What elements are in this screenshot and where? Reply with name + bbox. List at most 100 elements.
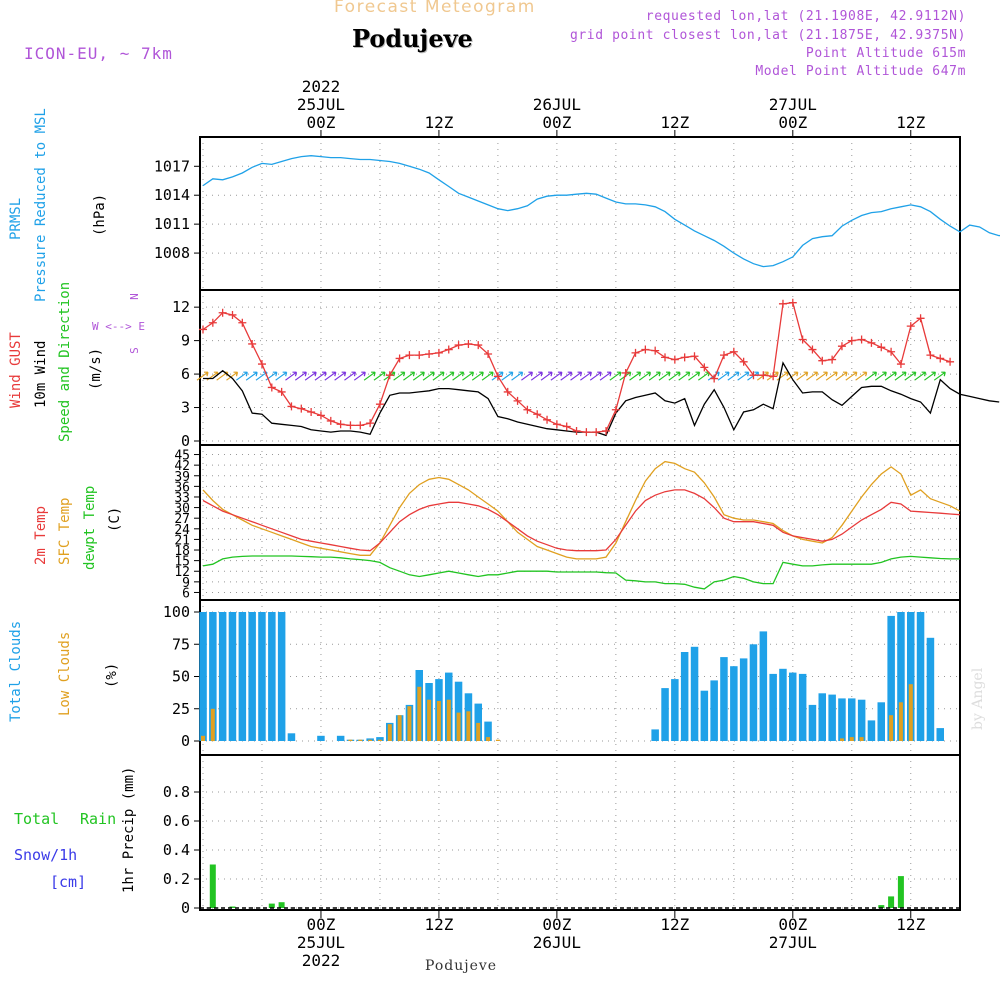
ytick-label-temp: 39 [174,470,190,485]
wind-barb [835,371,848,381]
wind-gust-point [385,371,394,380]
wind-gust-point [503,387,512,396]
prmsl-series [202,155,1000,268]
wind-gust-series [199,298,955,437]
ytick-label-pressure: 1011 [154,215,190,233]
ytick-label-wind: 3 [181,399,190,417]
low-clouds-bar [407,706,412,741]
wind-gust-point [641,345,650,354]
total-clouds-bar [838,698,846,741]
time-top-date: 27JUL [769,95,817,114]
low-clouds-bar [476,722,481,741]
total-clouds-bar [877,702,885,741]
precip-total-label: Total [14,810,60,828]
wind-gust-point [543,415,552,424]
wind-gust-point [769,372,778,381]
ytick-label-temp: 18 [174,544,190,559]
low-clouds-bar [446,699,451,741]
total-clouds-bar [651,729,659,741]
total-clouds-bar [926,637,935,741]
time-top-date: 26JUL [533,95,581,114]
wind-gust-point [661,353,670,362]
wind-gust-point [464,339,473,348]
total-clouds-bar [336,735,345,741]
time-bottom-hour: 00Z [778,915,807,934]
wind-gust-point [916,314,925,323]
total-clouds-bar [887,615,895,741]
total-clouds-bar [897,612,905,741]
wind-gust-point [710,374,719,383]
total-clouds-bar [749,644,758,742]
ytick-label-pressure: 1014 [154,186,190,204]
wind-gust-point [523,405,532,414]
grid-coords: grid point closest lon,lat (21.1875E, 42… [569,28,966,43]
total-clouds-bar [907,612,915,741]
total-clouds-bar [916,612,925,741]
ytick-label-temp: 12 [174,565,190,580]
wind-gust-point [798,335,807,344]
wind-gust-point [946,357,955,366]
time-top-hour: 12Z [896,113,925,132]
time-top-hour: 00Z [778,113,807,132]
wind-barb [540,371,553,381]
total-clouds-bar [739,658,748,741]
wind-barb [452,371,465,381]
ytick-label-temp: 9 [182,576,190,591]
wind-gust-point [651,346,660,355]
ytick-label-cloud: 50 [172,668,190,686]
wind-barb [324,371,337,381]
wind-barb [550,371,563,381]
wind-gust-point [287,402,296,411]
total-rain-bar [209,864,216,908]
wind-barb [884,371,897,381]
wind-gust-point [405,351,414,360]
low-clouds-bar [889,715,894,741]
wind-gust-point [906,322,915,331]
low-clouds-bar [840,738,844,741]
total-clouds-bar [769,673,777,741]
total-rain-bar [278,902,285,908]
frame-cloud [199,599,961,756]
wind-barb [501,371,514,381]
wind-gust-point [257,360,266,369]
wind-barb [235,371,248,381]
low-clouds-bar [377,739,382,741]
wind-gust-point [454,341,463,350]
model-label: ICON-EU, ~ 7km [24,44,173,63]
total-clouds-bar [818,693,826,741]
wind-gust-point [877,343,886,352]
low-clouds-bar [210,708,215,742]
total-clouds-bar [690,646,699,741]
wind-barb [294,371,307,381]
total-clouds-bar [454,681,463,741]
wind-gust-point [818,356,827,365]
ytick-label-cloud: 0 [181,732,190,750]
time-bottom-hour: 00Z [542,915,571,934]
time-bottom-date: 25JUL [297,933,345,952]
low-clouds-bar [348,739,353,741]
wind-barb [393,371,406,381]
wind-gust-point [316,411,325,420]
panel-pressure: 1008 1011 1014 1017 [154,136,961,291]
total-clouds-bar [867,720,876,741]
time-bottom-date: 26JUL [533,933,581,952]
total-clouds-bar [808,704,817,741]
wind-barb [462,371,474,381]
wind-gust-point [602,426,611,435]
frame-temp [199,444,961,601]
low-clouds-bar [495,739,500,741]
total-rain-bar [888,896,895,908]
dewpt-temp-line [202,555,960,590]
wind-gust-point [837,342,846,351]
ytick-label-cloud: 25 [172,700,190,718]
low-clouds-bar [859,737,864,741]
low-clouds-bars [201,684,913,742]
wind-gust-point [484,350,493,358]
wind-barb [511,371,524,381]
wind-barb [806,371,819,381]
wind-barb [894,371,907,381]
wind-barb [580,371,592,381]
total-clouds-bar [218,612,227,741]
time-bottom-date: 27JUL [769,933,817,952]
total-clouds-bar [730,666,738,741]
